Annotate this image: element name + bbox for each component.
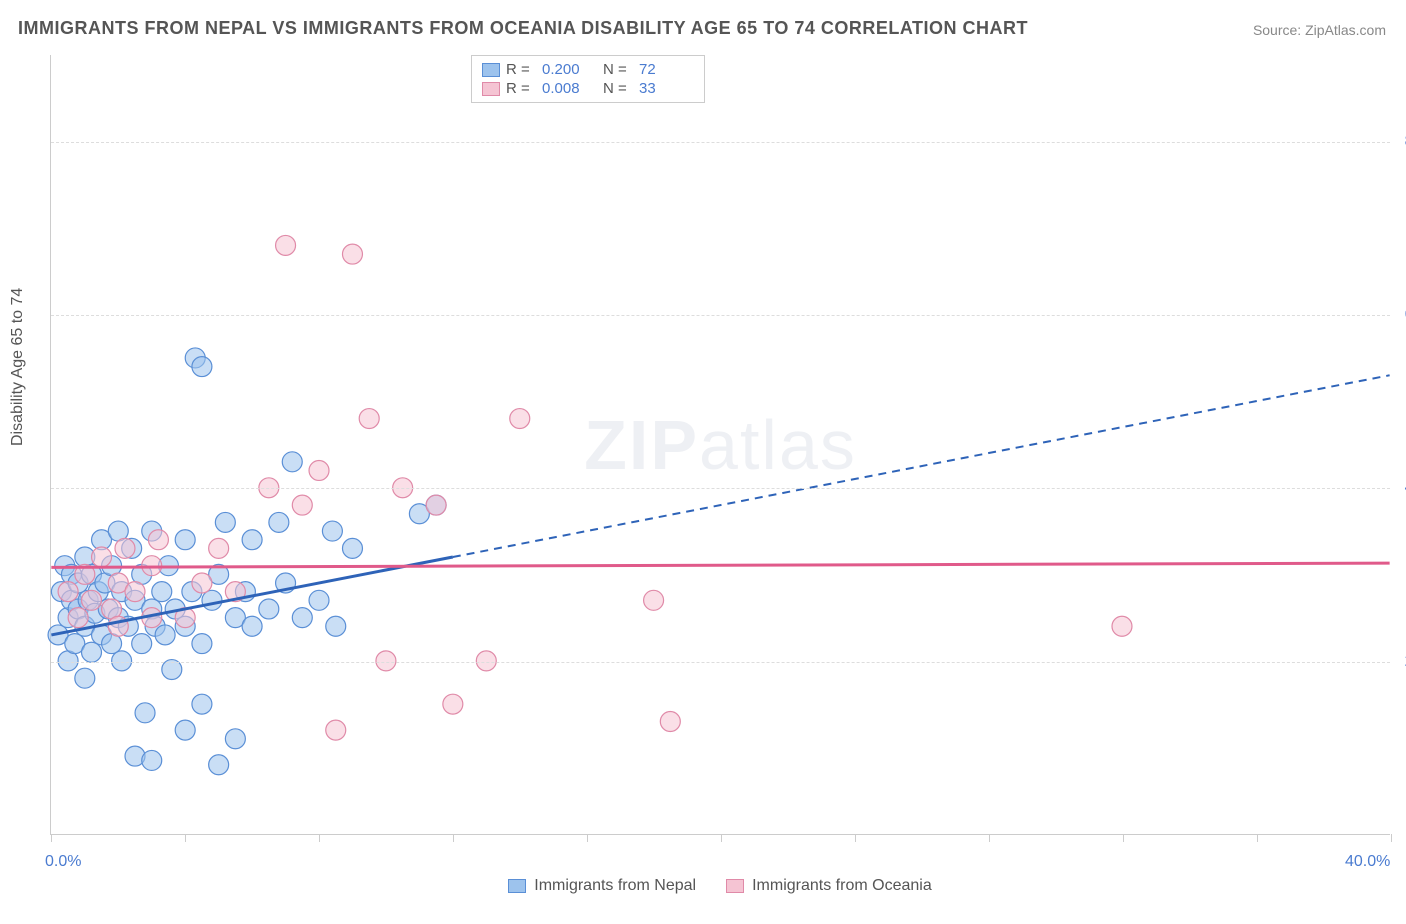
data-point	[155, 625, 175, 645]
data-point	[276, 235, 296, 255]
data-point	[209, 755, 229, 775]
data-point	[225, 729, 245, 749]
y-tick-label: 80.0%	[1395, 133, 1406, 151]
data-point	[202, 590, 222, 610]
legend-swatch	[726, 879, 744, 893]
x-tick	[51, 834, 52, 842]
trend-line	[51, 563, 1389, 567]
data-point	[192, 634, 212, 654]
data-point	[192, 573, 212, 593]
data-point	[510, 409, 530, 429]
data-point	[322, 521, 342, 541]
data-point	[259, 599, 279, 619]
y-tick-label: 40.0%	[1395, 479, 1406, 497]
data-point	[132, 634, 152, 654]
data-point	[135, 703, 155, 723]
y-axis-label: Disability Age 65 to 74	[9, 288, 27, 446]
source-label: Source: ZipAtlas.com	[1253, 22, 1386, 38]
data-point	[175, 530, 195, 550]
data-point	[242, 616, 262, 636]
data-point	[426, 495, 446, 515]
chart-title: IMMIGRANTS FROM NEPAL VS IMMIGRANTS FROM…	[18, 18, 1028, 39]
data-point	[192, 357, 212, 377]
data-point	[75, 668, 95, 688]
x-tick	[453, 834, 454, 842]
data-point	[92, 547, 112, 567]
data-point	[342, 538, 362, 558]
data-point	[192, 694, 212, 714]
data-point	[82, 642, 102, 662]
gridline	[51, 315, 1390, 316]
data-point	[58, 582, 78, 602]
data-point	[82, 590, 102, 610]
legend-swatch	[508, 879, 526, 893]
y-tick-label: 20.0%	[1395, 653, 1406, 671]
data-point	[1112, 616, 1132, 636]
data-point	[292, 608, 312, 628]
y-tick-label: 60.0%	[1395, 306, 1406, 324]
trend-line-dashed	[453, 375, 1390, 557]
data-point	[215, 512, 235, 532]
data-point	[68, 608, 88, 628]
chart-area: ZIPatlas R = 0.200 N = 72 R = 0.008 N = …	[50, 55, 1390, 835]
data-point	[359, 409, 379, 429]
x-tick	[587, 834, 588, 842]
data-point	[443, 694, 463, 714]
data-point	[175, 720, 195, 740]
x-tick	[319, 834, 320, 842]
data-point	[309, 460, 329, 480]
data-point	[326, 616, 346, 636]
data-point	[242, 530, 262, 550]
x-tick	[855, 834, 856, 842]
scatter-plot	[51, 55, 1390, 834]
data-point	[125, 582, 145, 602]
data-point	[326, 720, 346, 740]
data-point	[148, 530, 168, 550]
data-point	[142, 750, 162, 770]
data-point	[660, 711, 680, 731]
gridline	[51, 662, 1390, 663]
x-tick	[185, 834, 186, 842]
data-point	[115, 538, 135, 558]
x-tick-label: 40.0%	[1345, 853, 1390, 871]
x-tick	[1391, 834, 1392, 842]
data-point	[342, 244, 362, 264]
data-point	[644, 590, 664, 610]
x-tick	[989, 834, 990, 842]
x-tick	[1257, 834, 1258, 842]
x-tick	[721, 834, 722, 842]
data-point	[309, 590, 329, 610]
x-tick-label: 0.0%	[45, 853, 81, 871]
data-point	[282, 452, 302, 472]
gridline	[51, 488, 1390, 489]
data-point	[209, 538, 229, 558]
legend-bottom: Immigrants from Nepal Immigrants from Oc…	[50, 847, 1390, 924]
data-point	[152, 582, 172, 602]
data-point	[269, 512, 289, 532]
x-tick	[1123, 834, 1124, 842]
data-point	[292, 495, 312, 515]
gridline	[51, 142, 1390, 143]
